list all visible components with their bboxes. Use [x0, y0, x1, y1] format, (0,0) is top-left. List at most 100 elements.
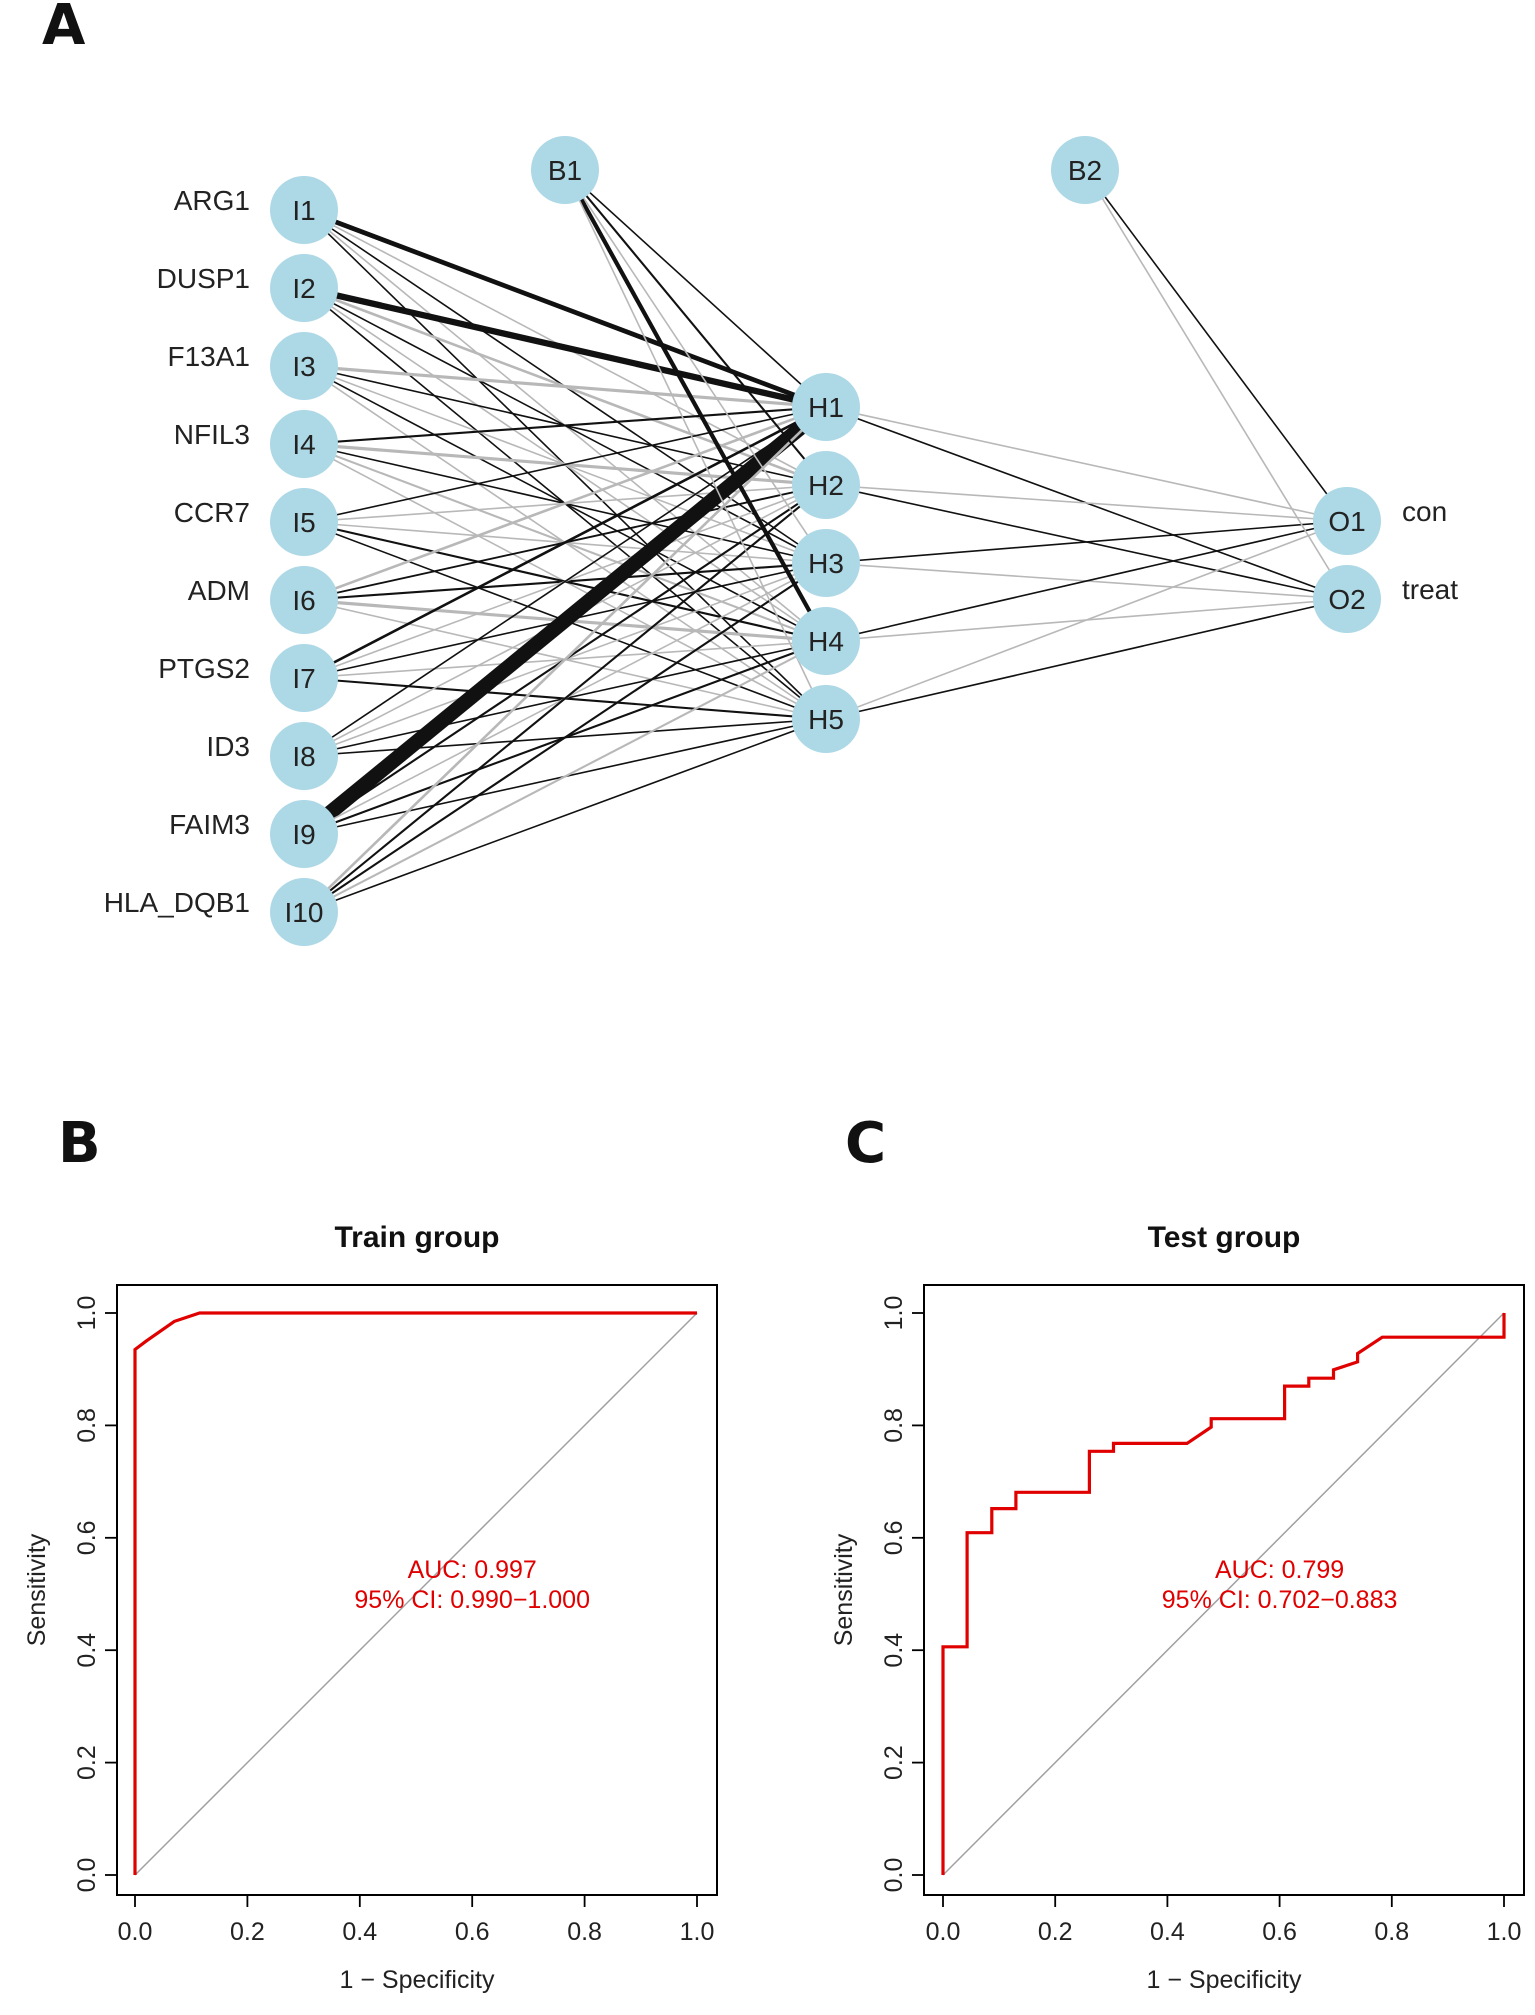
edge-i10-h1 — [303, 406, 827, 913]
roc-curve-line — [941, 1313, 1506, 1875]
edge-h3-o1 — [825, 520, 1348, 564]
bias-node-1-circle — [531, 136, 599, 204]
output-node-1-label: O1 — [1328, 506, 1365, 537]
gene-label-1: ARG1 — [174, 185, 250, 216]
y-axis-title: Sensitivity — [830, 1533, 858, 1646]
gene-label-3: F13A1 — [168, 341, 251, 372]
edge-i1-h1 — [303, 207, 827, 410]
hidden-node-4-label: H4 — [808, 626, 844, 657]
plot-frame — [923, 1284, 1525, 1896]
input-node-6-label: I6 — [292, 585, 315, 616]
x-tick-label: 0.4 — [1150, 1918, 1185, 1946]
roc-test-plot: Test group 0.0 0.2 0.4 0.6 0.8 1.0 0.0 0.2 0.4 0.6… — [830, 1221, 1525, 1994]
edge-h4-o1 — [825, 520, 1348, 642]
x-axis-title: 1 − Specificity — [1147, 1966, 1302, 1994]
edge-i2-h1 — [303, 284, 827, 411]
auc-label: AUC: 0.799 — [1215, 1556, 1344, 1584]
input-node-2-circle — [270, 254, 338, 322]
edge-i7-h1 — [303, 405, 827, 680]
y-tick-label: 1.0 — [880, 1296, 908, 1331]
gene-label-10: HLA_DQB1 — [104, 887, 250, 918]
input-node-3-label: I3 — [292, 351, 315, 382]
output-label-2: treat — [1402, 574, 1458, 605]
output-node-2-circle — [1313, 565, 1381, 633]
plot-title: Train group — [335, 1221, 500, 1254]
y-tick-label: 0.8 — [880, 1408, 908, 1443]
edge-i9-h1 — [299, 401, 831, 840]
input-node-2-label: I2 — [292, 273, 315, 304]
input-node-7-circle — [270, 644, 338, 712]
hidden-node-1-circle — [792, 373, 860, 441]
edge-b1-h4 — [563, 168, 828, 643]
edge-i10-h3 — [303, 562, 827, 913]
ci-label: 95% CI: 0.990−1.000 — [354, 1586, 590, 1614]
x-tick-label: 0.6 — [455, 1918, 490, 1946]
gene-label-5: CCR7 — [174, 497, 250, 528]
gene-label-7: PTGS2 — [158, 653, 250, 684]
gene-label-2: DUSP1 — [157, 263, 250, 294]
edge-i5-h1 — [303, 406, 827, 523]
input-node-5-circle — [270, 488, 338, 556]
input-node-9-label: I9 — [292, 819, 315, 850]
hidden-node-5-label: H5 — [808, 704, 844, 735]
x-tick-label: 0.0 — [926, 1918, 961, 1946]
edge-i6-h1 — [303, 405, 827, 602]
bias-node-1-label: B1 — [548, 155, 582, 186]
x-tick-label: 1.0 — [1487, 1918, 1522, 1946]
bias-node-2-circle — [1051, 136, 1119, 204]
panel-letter-c: C — [845, 1111, 886, 1176]
y-tick-label: 0.4 — [880, 1633, 908, 1668]
output-node-1-circle — [1313, 487, 1381, 555]
x-tick-label: 0.8 — [1374, 1918, 1409, 1946]
y-tick-label: 0.6 — [73, 1520, 101, 1555]
edge-b1-h5 — [564, 169, 827, 720]
hidden-node-3-circle — [792, 529, 860, 597]
roc-train-plot: Train group 0.0 0.2 0.4 0.6 0.8 1.0 0.0 0.2 0.4 0.… — [23, 1221, 718, 1994]
edge-h5-o2 — [825, 598, 1348, 720]
hidden-node-1-label: H1 — [808, 392, 844, 423]
input-node-7-label: I7 — [292, 663, 315, 694]
edge-i10-h5 — [303, 718, 827, 913]
ci-label: 95% CI: 0.702−0.883 — [1162, 1586, 1398, 1614]
x-tick-label: 0.4 — [342, 1918, 377, 1946]
edge-i8-h1 — [303, 406, 827, 757]
bias-node-2-label: B2 — [1068, 155, 1102, 186]
reference-diagonal-line — [134, 1312, 698, 1876]
y-tick-label: 0.2 — [880, 1745, 908, 1780]
y-tick-label: 1.0 — [73, 1296, 101, 1331]
input-node-4-circle — [270, 410, 338, 478]
x-tick-label: 0.6 — [1262, 1918, 1297, 1946]
input-node-4-label: I4 — [292, 429, 315, 460]
input-node-3-circle — [270, 332, 338, 400]
plot-title: Test group — [1148, 1221, 1301, 1254]
gene-label-4: NFIL3 — [174, 419, 250, 450]
gene-label-9: FAIM3 — [169, 809, 250, 840]
hidden-node-4-circle — [792, 607, 860, 675]
edge-i10-h4 — [303, 640, 827, 913]
auc-label: AUC: 0.997 — [408, 1556, 537, 1584]
x-tick-label: 0.8 — [567, 1918, 602, 1946]
edge-b1-h2 — [564, 169, 827, 486]
input-node-8-circle — [270, 722, 338, 790]
output-node-2-label: O2 — [1328, 584, 1365, 615]
neural-network-diagram: I1 ARG1 I2 DUSP1 I3 F13A1 I4 NFIL3 I5 CCR7 I6 ADM I7… — [104, 136, 1458, 946]
input-node-9-circle — [270, 800, 338, 868]
input-node-8-label: I8 — [292, 741, 315, 772]
network-nodes: I1 ARG1 I2 DUSP1 I3 F13A1 I4 NFIL3 I5 CCR7 I6 ADM I7… — [104, 136, 1458, 946]
input-node-1-label: I1 — [292, 195, 315, 226]
network-edges — [299, 168, 1348, 913]
y-tick-label: 0.8 — [73, 1408, 101, 1443]
y-tick-label: 0.6 — [880, 1520, 908, 1555]
edge-h1-o1 — [825, 406, 1348, 522]
input-node-6-circle — [270, 566, 338, 634]
x-tick-label: 0.2 — [230, 1918, 265, 1946]
x-tick-label: 0.0 — [118, 1918, 153, 1946]
input-node-1-circle — [270, 176, 338, 244]
edge-h2-o1 — [825, 484, 1348, 522]
gene-label-6: ADM — [188, 575, 250, 606]
gene-label-8: ID3 — [206, 731, 250, 762]
edge-b1-h3 — [564, 169, 827, 564]
y-tick-label: 0.0 — [880, 1858, 908, 1893]
edge-i4-h1 — [303, 405, 827, 446]
